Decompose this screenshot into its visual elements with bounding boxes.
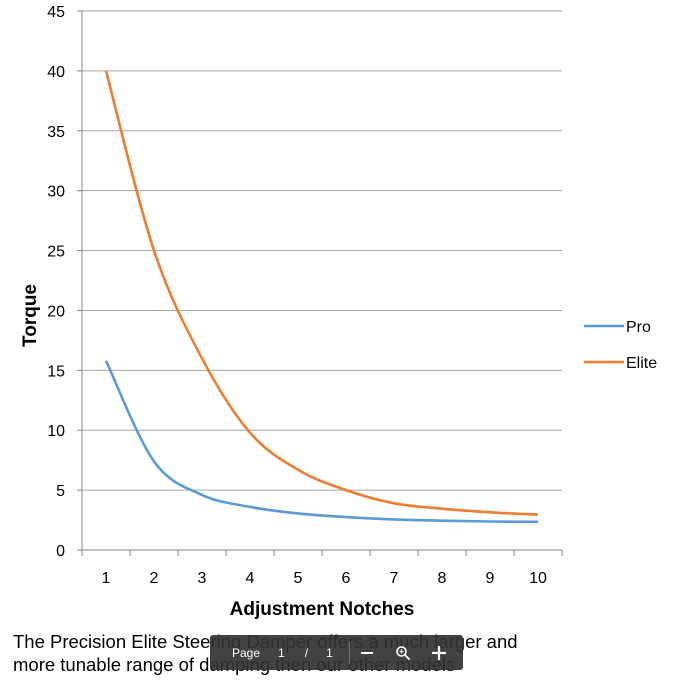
x-tick-label: 7 — [390, 570, 399, 587]
series-line-pro — [104, 360, 539, 524]
chart: 0 5 10 15 20 25 30 35 40 45 1 2 3 4 5 6 7 8 9 10 Adjustment … — [20, 4, 657, 620]
x-tick-label: 5 — [294, 570, 303, 587]
plus-icon — [431, 645, 446, 660]
x-tick-label: 9 — [486, 570, 495, 587]
y-tick-label: 15 — [47, 363, 65, 380]
x-tick-label: 4 — [246, 570, 255, 587]
legend-label-pro: Pro — [626, 319, 651, 336]
y-tick-label: 20 — [47, 303, 65, 320]
y-tick-label: 10 — [47, 423, 65, 440]
x-tick-label: 1 — [102, 570, 111, 587]
y-axis-title: Torque — [20, 284, 41, 347]
y-tick-label: 40 — [47, 64, 65, 81]
y-tick-label: 35 — [47, 124, 65, 141]
zoom-in-button[interactable] — [428, 642, 450, 664]
minus-icon — [360, 651, 373, 654]
x-axis-title: Adjustment Notches — [230, 599, 415, 620]
y-tick-label: 0 — [56, 543, 65, 560]
x-tick-label: 8 — [438, 570, 447, 587]
y-tick-label: 25 — [47, 244, 65, 261]
page-separator: / — [304, 645, 309, 660]
y-tick-label: 5 — [56, 483, 65, 500]
legend-label-elite: Elite — [626, 355, 657, 372]
x-tick-label: 6 — [342, 570, 351, 587]
x-tick-label: 2 — [150, 570, 159, 587]
pdf-page-toolbar: Page 1 / 1 — [210, 635, 463, 670]
x-tick-label: 10 — [529, 570, 547, 587]
magnifier-icon — [395, 645, 410, 660]
current-page-input[interactable]: 1 — [278, 645, 285, 660]
x-tick-label: 3 — [198, 570, 207, 587]
page-label: Page — [232, 645, 261, 660]
y-tick-label: 45 — [47, 4, 65, 21]
zoom-fit-button[interactable] — [392, 642, 414, 664]
y-tick-label: 30 — [47, 184, 65, 201]
zoom-out-button[interactable] — [356, 642, 378, 664]
total-pages: 1 — [326, 645, 333, 660]
toolbar-divider — [348, 641, 350, 664]
series-line-elite — [104, 70, 539, 516]
